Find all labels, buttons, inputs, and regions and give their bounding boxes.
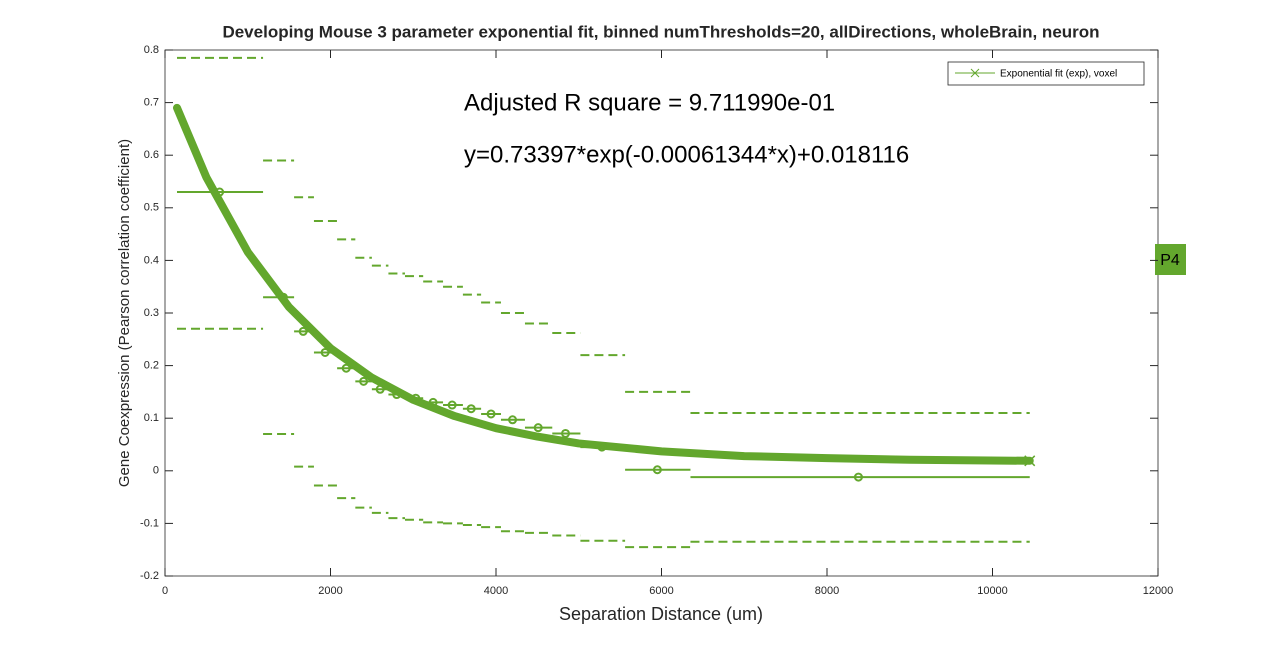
y-tick-label: 0 [153, 465, 159, 477]
panel-label: P4 [1160, 252, 1180, 269]
bin-mean [561, 428, 571, 438]
bin-mean [428, 397, 438, 407]
bin-mean [298, 326, 308, 336]
chart-title: Developing Mouse 3 parameter exponential… [222, 22, 1099, 41]
bin-mean [466, 404, 476, 414]
fit-marker [1024, 455, 1036, 467]
bin-mean [411, 393, 421, 403]
y-tick-label: -0.1 [140, 517, 159, 529]
bin-mean [533, 423, 543, 433]
bin-mean [359, 376, 369, 386]
legend-marker [970, 68, 980, 78]
y-tick-label: 0.7 [144, 97, 159, 109]
bin-mean [652, 465, 662, 475]
x-axis-label: Separation Distance (um) [559, 604, 763, 624]
bin-mean [853, 472, 863, 482]
annotation: Adjusted R square = 9.711990e-01 [464, 89, 835, 116]
y-axis-label: Gene Coexpression (Pearson correlation c… [116, 139, 133, 487]
fit-line [172, 103, 1034, 465]
x-tick-label: 4000 [484, 585, 508, 597]
legend-label: Exponential fit (exp), voxel [1000, 69, 1117, 80]
bin-mean [447, 400, 457, 410]
x-tick-label: 6000 [649, 585, 673, 597]
bin-mean [375, 384, 385, 394]
x-tick-label: 2000 [318, 585, 342, 597]
bin-mean [392, 390, 402, 400]
x-tick-label: 12000 [1143, 585, 1174, 597]
y-tick-label: 0.6 [144, 149, 159, 161]
bin-mean [320, 347, 330, 357]
bin-mean [508, 415, 518, 425]
x-tick-label: 8000 [815, 585, 839, 597]
y-tick-label: -0.2 [140, 570, 159, 582]
y-tick-label: 0.2 [144, 360, 159, 372]
bin-mean [215, 187, 225, 197]
y-tick-label: 0.4 [144, 254, 159, 266]
y-tick-label: 0.1 [144, 412, 159, 424]
bin-mean [341, 363, 351, 373]
bin-mean [278, 292, 288, 302]
panel-label-box [1155, 244, 1186, 275]
bin-mean [597, 442, 607, 452]
bin-mean [486, 409, 496, 419]
plot-area [164, 49, 1159, 577]
legend [947, 61, 1145, 86]
x-tick-label: 10000 [977, 585, 1008, 597]
annotation: y=0.73397*exp(-0.00061344*x)+0.018116 [464, 141, 909, 168]
y-tick-label: 0.5 [144, 202, 159, 214]
y-tick-label: 0.8 [144, 44, 159, 56]
x-tick-label: 0 [162, 585, 168, 597]
y-tick-label: 0.3 [144, 307, 159, 319]
